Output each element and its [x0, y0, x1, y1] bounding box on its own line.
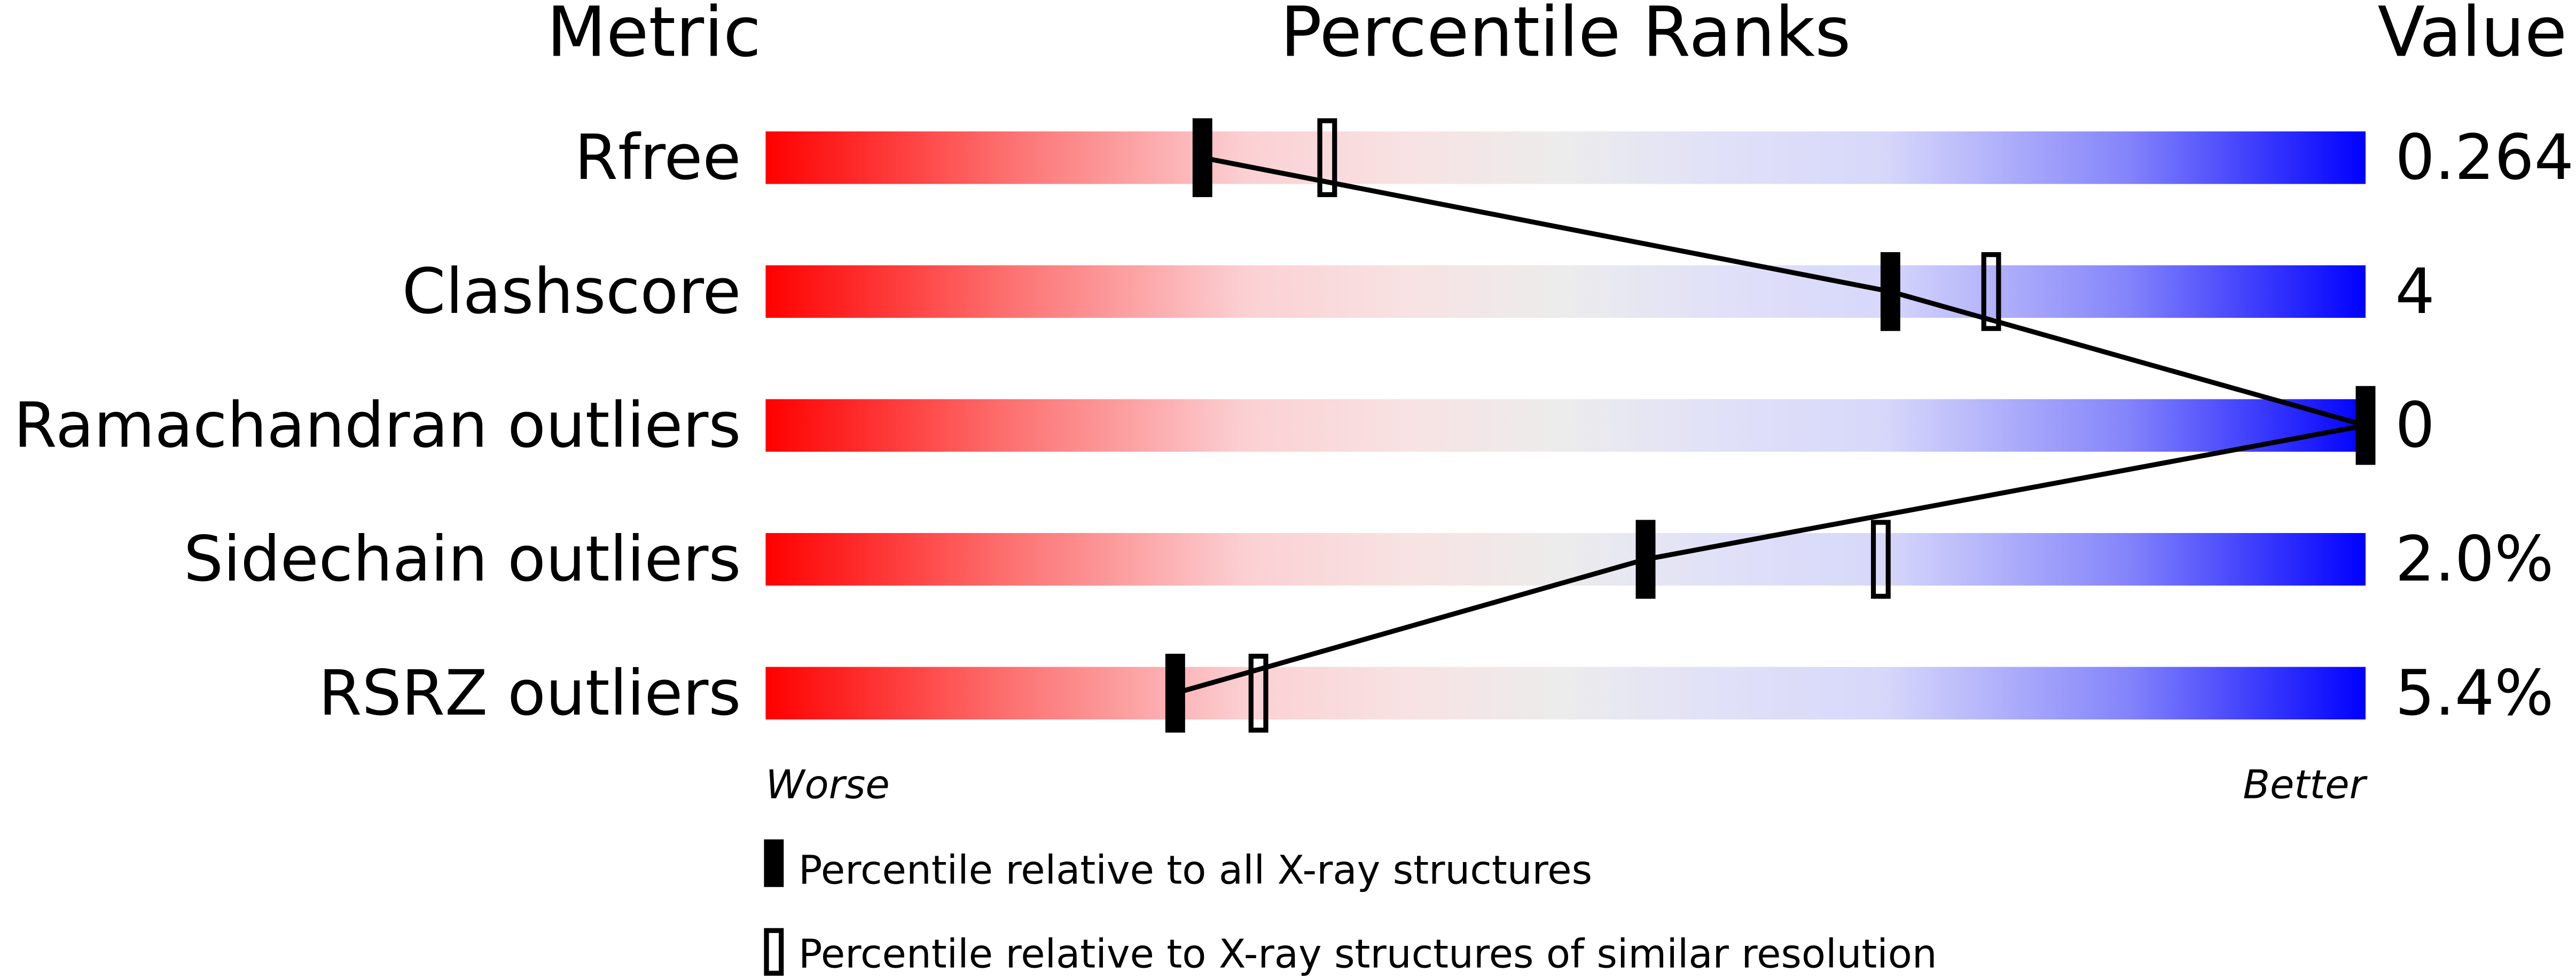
header-metric: Metric: [547, 0, 762, 73]
header-value: Value: [2378, 0, 2567, 73]
metric-value: 0.264: [2395, 121, 2574, 194]
percentile-bar: [765, 265, 2366, 318]
metric-value: 0: [2395, 389, 2434, 462]
percentile-bar: [765, 533, 2366, 586]
metric-label: RSRZ outliers: [318, 657, 741, 730]
metric-label: Clashscore: [402, 255, 741, 328]
metric-value: 2.0%: [2395, 523, 2554, 596]
percentile-bar: [765, 399, 2366, 452]
header-percentile-ranks: Percentile Ranks: [1280, 0, 1851, 73]
legend-similar: Percentile relative to X-ray structures …: [798, 931, 1937, 977]
marker-all-structures: [1192, 118, 1212, 198]
marker-similar-resolution: [1981, 252, 2001, 331]
percentile-bar: [765, 131, 2366, 184]
legend-open-marker: [764, 928, 784, 976]
marker-all-structures: [1635, 520, 1656, 599]
marker-similar-resolution: [1317, 118, 1337, 198]
marker-similar-resolution: [1870, 520, 1891, 599]
marker-all-structures: [1165, 654, 1185, 733]
worse-label: Worse: [765, 762, 889, 808]
metric-label: Rfree: [575, 121, 741, 194]
percentile-bar: [765, 667, 2366, 720]
metric-label: Sidechain outliers: [184, 523, 741, 596]
metric-value: 5.4%: [2395, 657, 2554, 730]
marker-similar-resolution: [1248, 654, 1269, 733]
better-label: Better: [2243, 762, 2368, 808]
marker-all-structures: [1880, 252, 1900, 331]
metric-label: Ramachandran outliers: [13, 389, 741, 462]
metric-value: 4: [2395, 255, 2434, 328]
legend-all: Percentile relative to all X-ray structu…: [798, 848, 1592, 894]
marker-all-structures: [2355, 386, 2376, 465]
legend-filled-marker: [764, 839, 784, 887]
